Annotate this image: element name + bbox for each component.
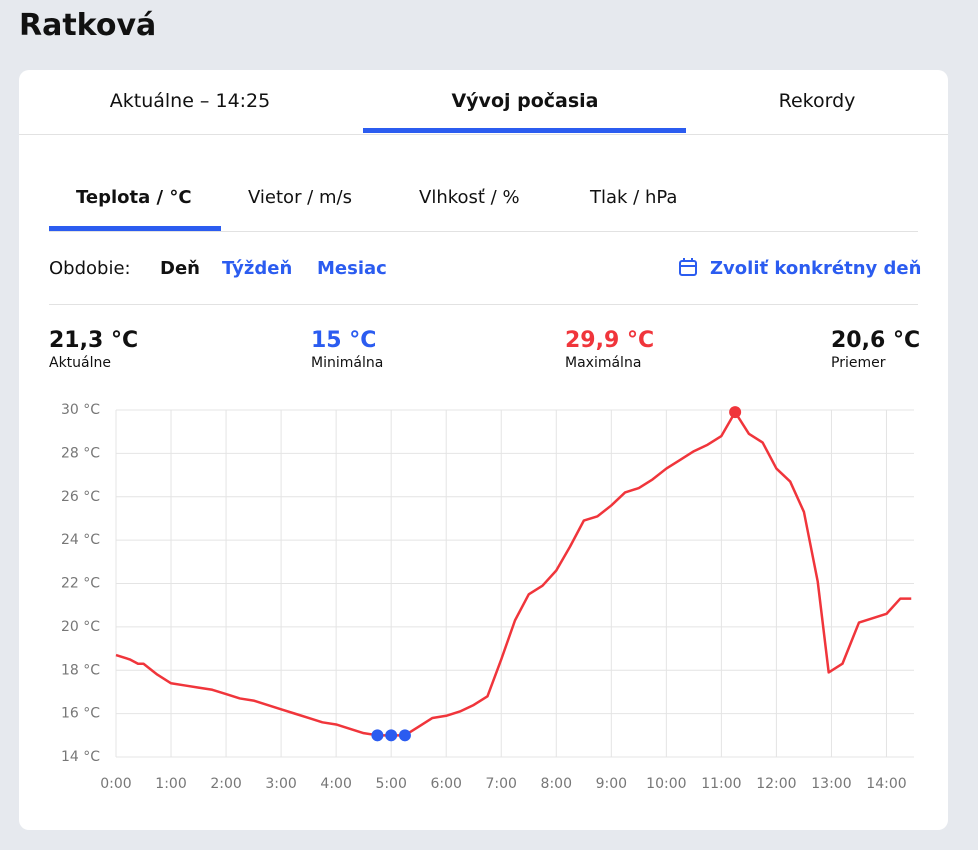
y-tick-label: 16 °C (61, 706, 100, 722)
page-title: Ratková (19, 8, 157, 43)
x-tick-label: 10:00 (646, 776, 686, 792)
x-tick-label: 6:00 (430, 776, 461, 792)
tab-indicator (363, 128, 686, 133)
tab[interactable]: Rekordy (778, 90, 856, 112)
period-option[interactable]: Týždeň (222, 258, 293, 279)
x-tick-label: 4:00 (320, 776, 351, 792)
chart: 14 °C 16 °C 18 °C 20 °C 22 °C 24 °C 26 °C 28 °C… (61, 402, 914, 792)
subtab-indicator (49, 226, 221, 231)
x-tick-label: 8:00 (541, 776, 572, 792)
min-marker (398, 729, 411, 742)
period-option[interactable]: Deň (160, 258, 200, 279)
min-marker (385, 729, 398, 742)
divider (49, 304, 918, 305)
tab-active[interactable]: Vývoj počasia (451, 90, 599, 112)
x-tick-label: 11:00 (701, 776, 741, 792)
divider (19, 134, 948, 135)
min-marker (371, 729, 384, 742)
calendar-icon (679, 258, 697, 276)
pick-day[interactable]: Zvoliť konkrétny deň (710, 258, 922, 279)
x-tick-label: 9:00 (596, 776, 627, 792)
stat-value: 20,6 °C (831, 328, 921, 353)
x-tick-label: 12:00 (756, 776, 796, 792)
max-marker (729, 406, 742, 419)
subtab[interactable]: Vlhkosť / % (419, 187, 520, 208)
stat-value: 21,3 °C (49, 328, 139, 353)
x-tick-label: 1:00 (155, 776, 186, 792)
stat-label: Aktuálne (49, 355, 112, 371)
y-tick-label: 24 °C (61, 532, 100, 548)
x-tick-label: 13:00 (811, 776, 851, 792)
tab[interactable]: Aktuálne – 14:25 (109, 90, 271, 112)
divider (49, 231, 918, 232)
subtab[interactable]: Tlak / hPa (590, 187, 678, 208)
stat-label: Minimálna (311, 355, 384, 371)
y-tick-label: 28 °C (61, 445, 100, 461)
stat-label: Maximálna (565, 355, 642, 371)
temperature-line (115, 410, 912, 737)
y-tick-label: 22 °C (61, 576, 100, 592)
y-tick-label: 14 °C (61, 749, 100, 765)
y-tick-label: 26 °C (61, 489, 100, 505)
x-tick-label: 0:00 (100, 776, 131, 792)
y-tick-label: 20 °C (61, 619, 100, 635)
subtab-active[interactable]: Teplota / °C (76, 187, 192, 208)
x-tick-label: 14:00 (866, 776, 906, 792)
y-tick-label: 30 °C (61, 402, 100, 418)
y-tick-label: 18 °C (61, 662, 100, 678)
period-option[interactable]: Mesiac (317, 258, 387, 279)
x-tick-label: 5:00 (375, 776, 406, 792)
x-tick-label: 2:00 (210, 776, 241, 792)
stat-value: 29,9 °C (565, 328, 655, 353)
stat-value: 15 °C (311, 328, 377, 353)
x-tick-label: 3:00 (265, 776, 296, 792)
period-label: Obdobie: (49, 258, 131, 279)
subtab[interactable]: Vietor / m/s (248, 187, 352, 208)
stat-label: Priemer (831, 355, 886, 371)
x-tick-label: 7:00 (486, 776, 517, 792)
card (19, 70, 948, 830)
